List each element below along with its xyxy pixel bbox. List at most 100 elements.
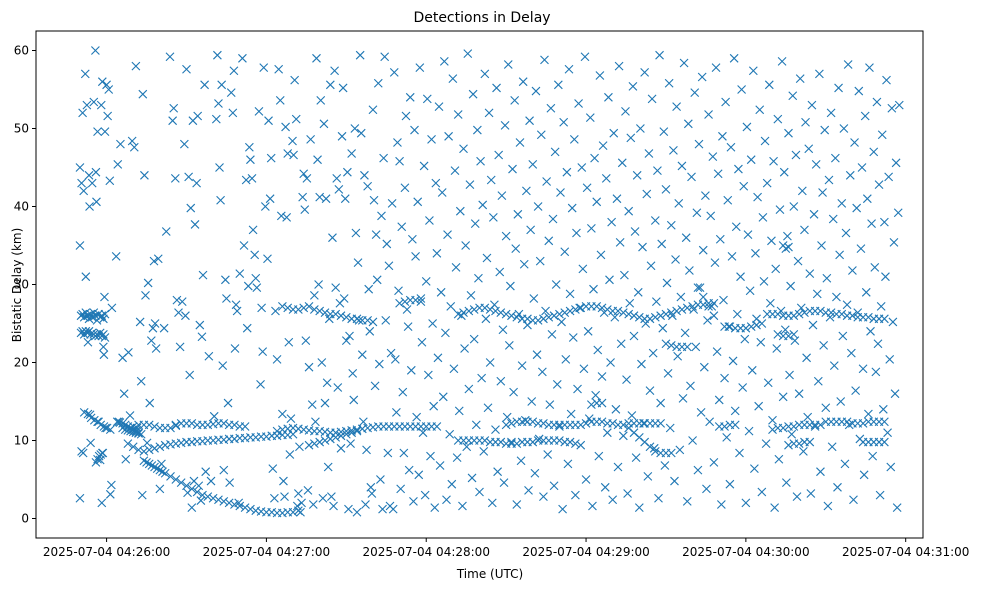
- data-point: [865, 63, 874, 73]
- data-point: [635, 124, 645, 133]
- data-point: [597, 303, 607, 313]
- data-point: [376, 475, 385, 484]
- data-point: [336, 311, 346, 321]
- data-point: [748, 66, 758, 76]
- data-point: [767, 236, 776, 246]
- data-point: [676, 292, 686, 302]
- data-point: [496, 437, 506, 447]
- data-point: [759, 276, 769, 286]
- data-point: [758, 213, 768, 222]
- data-point: [279, 476, 288, 486]
- data-point: [153, 254, 163, 264]
- data-point: [442, 495, 451, 505]
- data-point: [592, 197, 602, 207]
- data-point: [842, 300, 852, 310]
- data-point: [79, 186, 89, 196]
- data-point: [244, 142, 254, 152]
- data-point: [868, 451, 878, 461]
- data-point: [100, 309, 110, 319]
- data-point: [720, 373, 729, 383]
- data-point: [247, 174, 257, 183]
- data-point: [682, 496, 692, 506]
- data-point: [606, 358, 615, 367]
- data-point: [854, 86, 864, 96]
- data-point: [443, 230, 452, 239]
- data-point: [152, 464, 162, 473]
- data-point: [190, 220, 200, 229]
- data-point: [306, 135, 316, 144]
- data-point: [264, 116, 273, 126]
- data-point: [77, 178, 86, 188]
- data-point: [565, 289, 575, 299]
- data-point: [446, 301, 456, 311]
- data-point: [549, 311, 559, 321]
- data-point: [284, 337, 294, 347]
- data-point: [91, 167, 101, 177]
- data-point: [694, 139, 704, 149]
- data-point: [289, 150, 298, 160]
- data-point: [643, 471, 653, 481]
- x-tick-label: 2025-07-04 04:29:00: [522, 545, 649, 559]
- data-point: [879, 217, 889, 227]
- data-point: [560, 308, 570, 317]
- data-point: [382, 239, 392, 249]
- data-point: [455, 206, 465, 216]
- data-point: [462, 442, 472, 452]
- data-point: [542, 177, 552, 186]
- data-point: [864, 312, 873, 322]
- data-point: [441, 328, 450, 338]
- data-point: [319, 119, 329, 129]
- data-point: [105, 176, 115, 186]
- data-point: [877, 130, 887, 140]
- data-point: [882, 75, 891, 85]
- data-point: [769, 156, 778, 166]
- data-point: [134, 429, 143, 438]
- data-point: [274, 64, 284, 74]
- data-point: [556, 188, 565, 197]
- chart-title: Detections in Delay: [413, 10, 550, 26]
- data-point: [693, 283, 703, 293]
- data-point: [500, 120, 510, 130]
- data-point: [851, 386, 860, 395]
- data-point: [633, 287, 643, 297]
- data-point: [118, 423, 127, 433]
- data-point: [764, 80, 774, 90]
- data-point: [878, 404, 888, 414]
- data-point: [566, 409, 576, 419]
- data-point: [875, 490, 885, 500]
- data-point: [732, 309, 742, 319]
- data-point: [480, 303, 490, 313]
- data-point: [434, 102, 444, 112]
- data-point: [411, 295, 420, 305]
- data-point: [837, 309, 847, 319]
- data-point: [656, 398, 666, 408]
- data-point: [608, 495, 618, 505]
- data-point: [828, 214, 838, 224]
- data-point: [611, 404, 621, 414]
- data-point: [386, 348, 396, 358]
- data-point: [657, 239, 667, 249]
- data-point: [848, 266, 857, 275]
- data-point: [615, 237, 625, 247]
- data-point: [483, 403, 493, 413]
- data-point: [524, 486, 533, 495]
- data-point: [571, 305, 580, 314]
- data-point: [80, 69, 90, 79]
- data-point: [341, 429, 351, 439]
- data-point: [607, 217, 617, 227]
- data-point: [601, 174, 611, 183]
- data-point: [506, 281, 515, 291]
- data-point: [568, 333, 578, 342]
- data-point: [461, 241, 471, 250]
- data-point: [888, 317, 898, 327]
- data-point: [352, 314, 362, 324]
- data-point: [298, 192, 308, 202]
- data-point: [381, 315, 391, 325]
- data-point: [209, 411, 219, 421]
- data-point: [246, 155, 255, 165]
- data-point: [593, 345, 603, 355]
- data-point: [453, 309, 463, 319]
- data-point: [683, 119, 693, 129]
- data-point: [666, 340, 676, 350]
